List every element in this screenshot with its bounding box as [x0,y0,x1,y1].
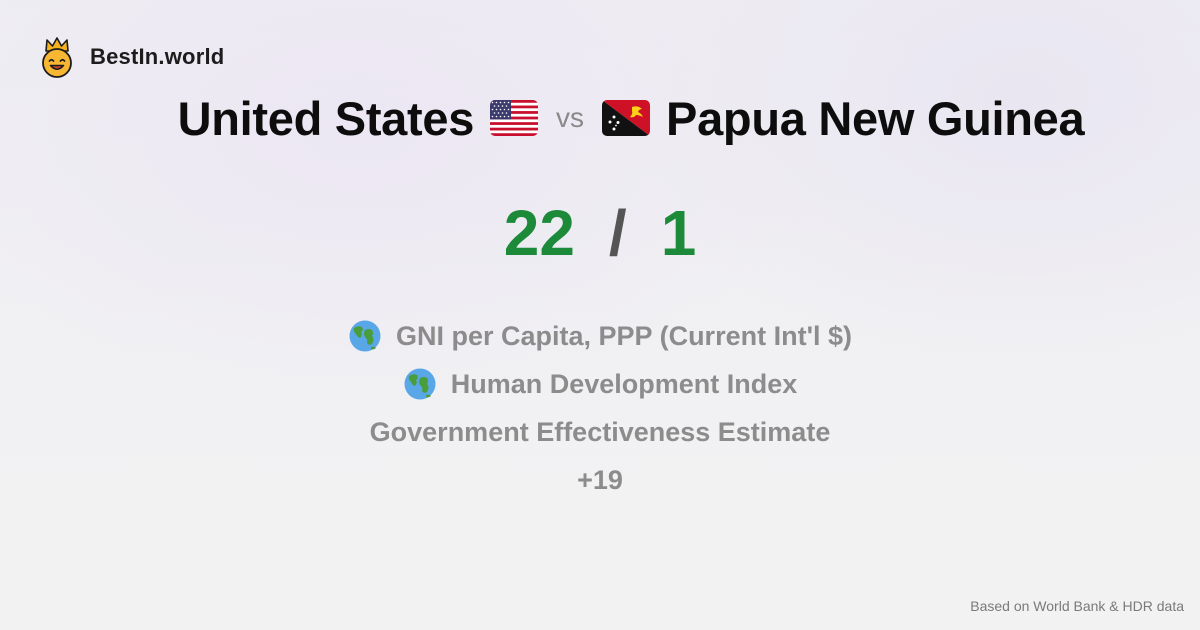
score: 22 / 1 [0,192,1200,274]
brand-name: BestIn.world [90,44,225,69]
data-source-note: Based on World Bank & HDR data [970,598,1184,614]
vs-label: vs [556,102,585,133]
crowned-smiley-icon [42,37,72,78]
score-separator: / [608,197,627,269]
brand[interactable]: BestIn.world [38,36,224,78]
us-flag-icon [490,100,539,136]
metric-gni-per-capita: GNI per Capita, PPP (Current Int'l $) [348,312,852,360]
metric-government-effectiveness: Government Effectiveness Estimate [370,408,831,456]
globe-icon [404,368,436,400]
comparison-heading: United States vs [0,86,1200,150]
left-country-name: United States [177,91,475,145]
left-score: 22 [503,197,575,269]
metric-more-count: +19 [577,456,623,504]
metric-label: +19 [577,464,623,495]
globe-icon [349,320,381,352]
png-flag-icon [602,100,651,136]
right-country-name: Papua New Guinea [666,91,1085,145]
right-score: 1 [660,197,697,269]
metric-human-development-index: Human Development Index [403,360,798,408]
metric-label: GNI per Capita, PPP (Current Int'l $) [396,320,852,351]
metric-label: Government Effectiveness Estimate [369,416,831,447]
metric-label: Human Development Index [450,368,798,399]
metrics-list: GNI per Capita, PPP (Current Int'l $) Hu… [0,312,1200,504]
